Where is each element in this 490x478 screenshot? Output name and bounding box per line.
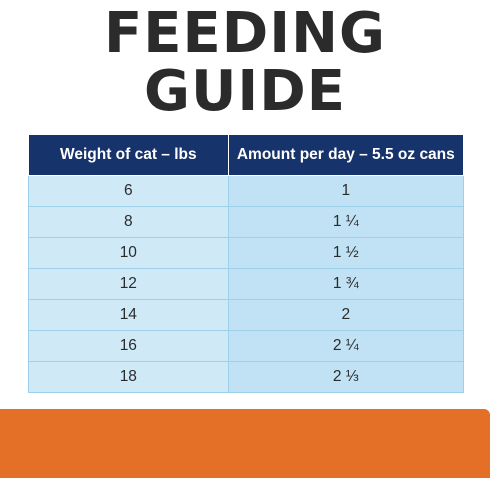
table-row: 18 2 ⅓ (28, 361, 465, 393)
table-row: 6 1 (28, 175, 465, 207)
amount-cell: 2 (227, 299, 465, 331)
table-row: 12 1 ¾ (28, 268, 465, 300)
weight-cell: 6 (28, 175, 229, 207)
amount-cell: 2 ⅓ (227, 361, 465, 393)
title-line-1: FEEDING (104, 1, 386, 66)
amount-cell: 2 ¼ (227, 330, 465, 362)
header-weight: Weight of cat – lbs (28, 134, 229, 176)
amount-cell: 1 ½ (227, 237, 465, 269)
title-line-2: GUIDE (143, 59, 346, 124)
table-row: 14 2 (28, 299, 465, 331)
table-row: 10 1 ½ (28, 237, 465, 269)
amount-cell: 1 ¼ (227, 206, 465, 238)
weight-cell: 10 (28, 237, 229, 269)
weight-cell: 16 (28, 330, 229, 362)
weight-cell: 12 (28, 268, 229, 300)
amount-cell: 1 ¾ (227, 268, 465, 300)
weight-cell: 18 (28, 361, 229, 393)
amount-cell: 1 (227, 175, 465, 207)
header-amount: Amount per day – 5.5 oz cans (227, 134, 465, 176)
weight-cell: 8 (28, 206, 229, 238)
table-row: 8 1 ¼ (28, 206, 465, 238)
table-row: 16 2 ¼ (28, 330, 465, 362)
orange-band (0, 409, 490, 478)
weight-cell: 14 (28, 299, 229, 331)
feeding-table: Weight of cat – lbs Amount per day – 5.5… (28, 134, 465, 393)
table-header-row: Weight of cat – lbs Amount per day – 5.5… (28, 134, 465, 176)
